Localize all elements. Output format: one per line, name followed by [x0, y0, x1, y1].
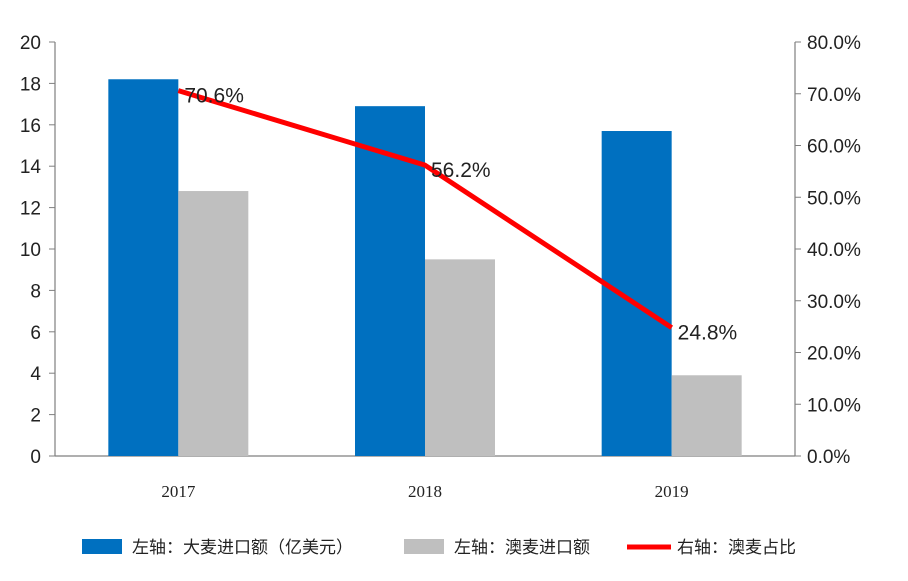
left-tick-label: 4: [30, 364, 41, 385]
legend-label: 左轴：大麦进口额（亿美元）: [132, 538, 353, 558]
data-label-share: 70.6%: [184, 85, 244, 108]
right-tick-label: 30.0%: [807, 292, 861, 313]
x-tick-label: 2019: [655, 482, 689, 501]
line-australia-share: [177, 88, 674, 330]
left-tick-label: 0: [30, 447, 41, 468]
left-tick-label: 12: [20, 199, 41, 220]
left-tick-label: 18: [20, 74, 41, 95]
bar-australia-import: [425, 259, 495, 456]
left-tick-label: 2: [30, 406, 41, 427]
right-tick-label: 40.0%: [807, 240, 861, 261]
bar-australia-import: [671, 375, 742, 456]
bar-australia-import: [178, 191, 249, 457]
legend-label: 右轴：澳麦占比: [677, 538, 796, 558]
bar-barley-import: [108, 79, 179, 456]
right-tick-label: 20.0%: [807, 344, 861, 365]
left-tick-label: 14: [20, 157, 42, 178]
left-tick-label: 20: [20, 33, 41, 54]
left-tick-label: 8: [30, 281, 41, 302]
right-tick-label: 80.0%: [807, 33, 861, 54]
left-tick-label: 16: [20, 116, 41, 137]
right-tick-label: 50.0%: [807, 188, 861, 209]
right-tick-label: 70.0%: [807, 85, 861, 106]
left-tick-label: 6: [30, 323, 41, 344]
bars: [108, 79, 742, 457]
right-tick-label: 10.0%: [807, 395, 861, 416]
x-tick-label: 2018: [408, 482, 442, 501]
legend-swatch: [404, 539, 444, 554]
axes: 0 2 4 6 8 10 12 14 16 18 20 0.0% 10.0% 20.0% 30.0% 40.0…: [20, 33, 861, 501]
right-tick-label: 0.0%: [807, 447, 850, 468]
legend-label: 左轴：澳麦进口额: [454, 538, 590, 558]
data-label-share: 56.2%: [431, 159, 491, 182]
data-label-share: 24.8%: [678, 322, 738, 345]
right-tick-label: 60.0%: [807, 137, 861, 158]
legend: 左轴：大麦进口额（亿美元） 左轴：澳麦进口额 右轴：澳麦占比: [82, 538, 796, 558]
bar-barley-import: [601, 131, 672, 456]
bar-barley-import: [355, 106, 425, 457]
legend-swatch: [82, 539, 122, 554]
left-tick-label: 10: [20, 240, 41, 261]
data-labels: 70.6% 56.2% 24.8%: [184, 85, 737, 345]
x-tick-label: 2017: [161, 482, 196, 501]
line-series: [177, 88, 674, 330]
